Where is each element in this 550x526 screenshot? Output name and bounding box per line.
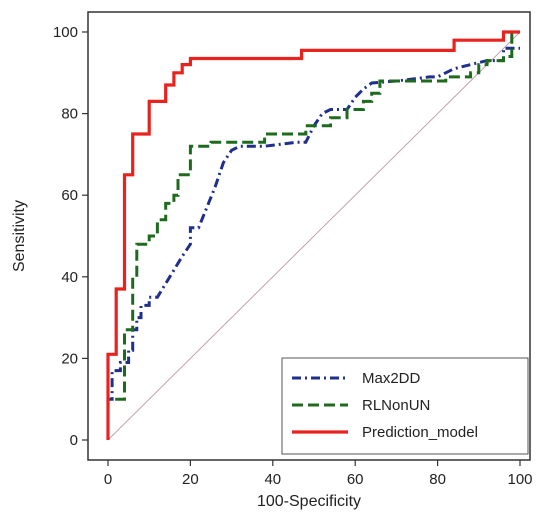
y-tick-label: 40 <box>61 269 78 286</box>
y-tick-label: 100 <box>53 24 78 41</box>
y-tick-label: 60 <box>61 187 78 204</box>
y-axis-ticks: 0 20 40 60 80 100 <box>53 24 88 449</box>
x-tick-label: 80 <box>429 471 446 488</box>
x-axis-title: 100-Specificity <box>257 493 361 510</box>
y-tick-label: 0 <box>70 432 78 449</box>
x-tick-label: 60 <box>347 471 364 488</box>
legend-label-rlnonun: RLNonUN <box>362 397 430 414</box>
reference-diagonal-group <box>107 31 521 441</box>
legend-box <box>281 357 529 455</box>
x-tick-label: 100 <box>507 471 532 488</box>
series-line-rlnonun <box>106 30 520 440</box>
legend-label-prediction-model: Prediction_model <box>362 424 478 441</box>
series-group <box>106 30 520 440</box>
series-line-max2dd <box>106 46 520 440</box>
legend-label-max2dd: Max2DD <box>362 370 421 387</box>
x-axis-ticks: 0 20 40 60 80 100 <box>104 460 533 488</box>
x-tick-label: 20 <box>182 471 199 488</box>
y-tick-label: 80 <box>61 106 78 123</box>
y-axis-title: Sensitivity <box>11 200 28 272</box>
x-tick-label: 0 <box>104 471 112 488</box>
y-tick-label: 20 <box>61 350 78 367</box>
reference-diagonal-line <box>107 31 521 441</box>
x-tick-label: 40 <box>264 471 281 488</box>
series-line-prediction-model <box>106 30 520 440</box>
plot-frame <box>87 11 531 461</box>
legend: Max2DD RLNonUN Prediction_model <box>281 357 529 455</box>
